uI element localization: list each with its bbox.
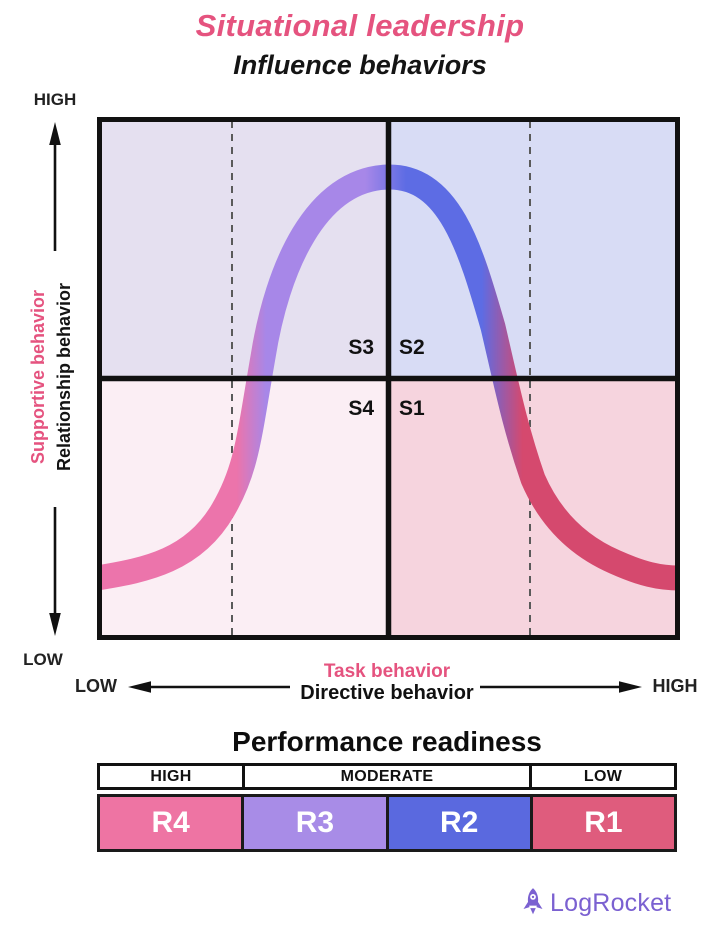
quadrant-label-s4: S4 bbox=[348, 397, 374, 420]
readiness-level-r4: R4 bbox=[100, 797, 242, 849]
quadrant-chart bbox=[97, 117, 680, 640]
readiness-header-row: HIGH MODERATE LOW bbox=[97, 763, 677, 790]
quadrant-label-s3: S3 bbox=[348, 336, 374, 359]
quadrant-s1-bg bbox=[388, 378, 680, 640]
rocket-icon bbox=[523, 888, 543, 915]
quadrant-label-s2: S2 bbox=[399, 336, 425, 359]
x-axis-high-label: HIGH bbox=[652, 676, 698, 696]
quadrant-s3-bg bbox=[97, 117, 389, 379]
readiness-header-moderate: MODERATE bbox=[242, 766, 529, 787]
logrocket-wordmark: LogRocket bbox=[550, 889, 672, 917]
chart-border bbox=[97, 117, 680, 640]
readiness-header-low: LOW bbox=[529, 766, 674, 787]
readiness-level-r1: R1 bbox=[529, 797, 674, 849]
readiness-level-row: R4 R3 R2 R1 bbox=[97, 794, 677, 852]
x-axis-primary-label: Task behavior bbox=[323, 661, 451, 682]
x-axis-left-arrow-icon bbox=[128, 681, 290, 693]
bell-curve bbox=[97, 164, 680, 591]
quadrant-label-s1: S1 bbox=[399, 397, 425, 420]
y-axis-primary-label: Supportive behavior bbox=[28, 289, 48, 465]
y-axis-down-arrow-icon bbox=[49, 507, 61, 636]
readiness-title: Performance readiness bbox=[232, 726, 542, 757]
quadrant-s2-bg bbox=[388, 117, 680, 379]
y-axis-up-arrow-icon bbox=[49, 122, 61, 251]
x-axis-right-arrow-icon bbox=[480, 681, 642, 693]
page-subtitle: Influence behaviors bbox=[233, 50, 487, 80]
y-axis-secondary-label: Relationship behavior bbox=[54, 282, 74, 472]
x-axis-low-label: LOW bbox=[75, 676, 117, 696]
x-axis-secondary-label: Directive behavior bbox=[300, 682, 474, 704]
readiness-level-r2: R2 bbox=[385, 797, 530, 849]
readiness-table: HIGH MODERATE LOW R4 R3 R2 R1 bbox=[97, 763, 677, 852]
page-title: Situational leadership bbox=[195, 8, 525, 43]
readiness-level-r3: R3 bbox=[241, 797, 386, 849]
readiness-header-high: HIGH bbox=[150, 767, 192, 785]
y-axis-high-label: HIGH bbox=[33, 90, 77, 109]
y-axis-low-label: LOW bbox=[23, 650, 63, 669]
logrocket-logo: LogRocket bbox=[520, 886, 671, 920]
